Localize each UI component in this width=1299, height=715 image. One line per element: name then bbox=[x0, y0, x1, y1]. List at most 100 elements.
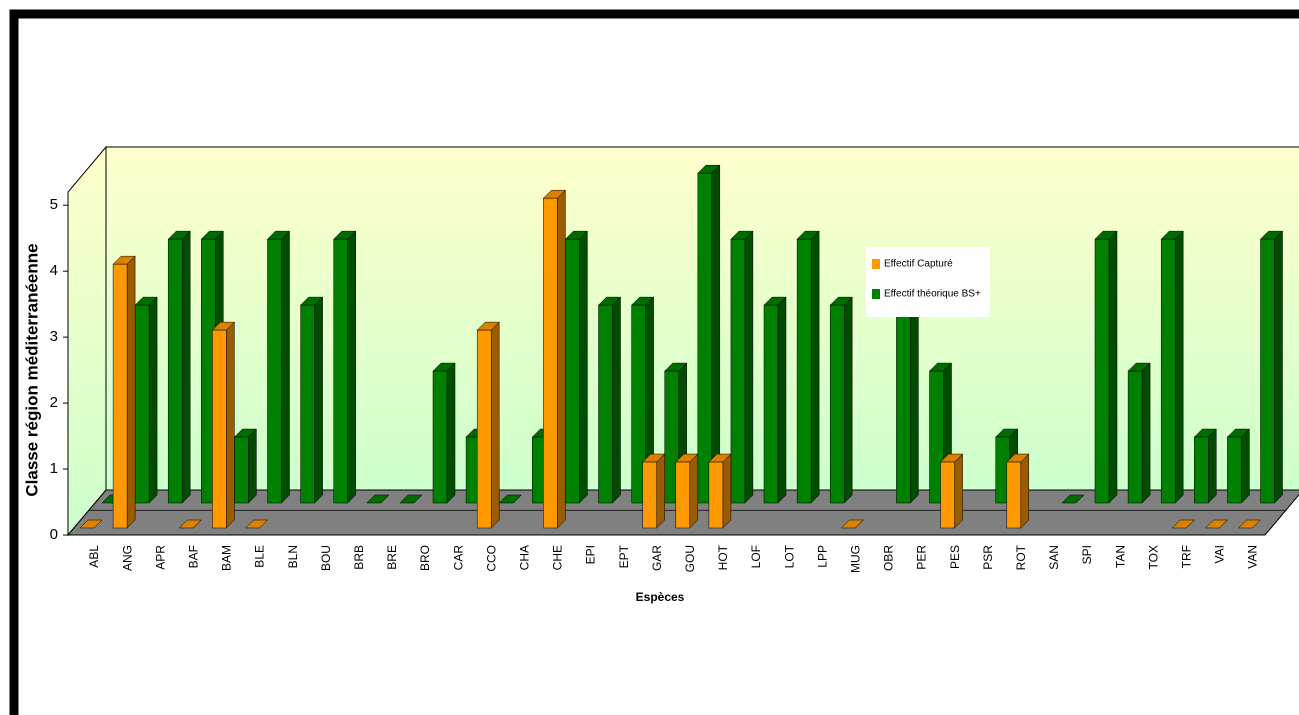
legend-label: Effectif théorique BS+ bbox=[884, 289, 981, 300]
x-tick-label: TRF bbox=[1179, 545, 1193, 568]
bar bbox=[432, 362, 456, 504]
side-wall bbox=[67, 145, 107, 537]
bar bbox=[112, 255, 136, 529]
x-tick-label: BLE bbox=[253, 545, 267, 568]
bar bbox=[1061, 494, 1085, 504]
bar-front bbox=[333, 238, 348, 504]
x-axis-title: Espèces bbox=[636, 590, 685, 604]
bar-side bbox=[248, 428, 257, 504]
x-tick-label: BAM bbox=[220, 545, 234, 571]
y-tick-label: 0 bbox=[50, 526, 58, 543]
bar bbox=[134, 296, 158, 504]
bar bbox=[299, 296, 324, 504]
x-tick-label: EPI bbox=[584, 545, 598, 564]
x-tick-label: APR bbox=[153, 545, 167, 570]
bar-front bbox=[432, 370, 448, 504]
bar-front bbox=[565, 238, 580, 504]
legend-box bbox=[866, 247, 990, 317]
bar bbox=[333, 230, 357, 504]
bar-side bbox=[1274, 230, 1283, 504]
bar-side bbox=[281, 230, 290, 504]
bar bbox=[708, 453, 732, 529]
frame bbox=[9, 9, 1299, 715]
bar bbox=[476, 321, 500, 529]
x-tick-label: BRB bbox=[352, 545, 366, 570]
bar bbox=[211, 321, 236, 529]
bar-top bbox=[366, 494, 390, 504]
x-tick-label: SPI bbox=[1080, 545, 1094, 564]
bar bbox=[796, 230, 820, 504]
bar-top bbox=[840, 519, 864, 529]
bar-top bbox=[1204, 519, 1229, 529]
bar-side bbox=[148, 296, 158, 504]
bar bbox=[697, 164, 721, 504]
bar-top bbox=[79, 519, 103, 529]
bar-front bbox=[1160, 238, 1176, 504]
bar-front bbox=[675, 461, 691, 529]
x-tick-label: PSR bbox=[981, 545, 995, 570]
bar-top bbox=[1237, 519, 1262, 529]
bar bbox=[498, 494, 522, 504]
bar-side bbox=[689, 453, 699, 529]
bar-side bbox=[1108, 230, 1118, 504]
x-tick-label: CAR bbox=[451, 545, 465, 571]
x-tick-label: MUG bbox=[848, 545, 862, 573]
x-tick-label: ABL bbox=[87, 545, 101, 568]
bar-side bbox=[843, 296, 853, 504]
x-tick-label: BOU bbox=[319, 545, 333, 571]
bar bbox=[178, 519, 202, 529]
bar-top bbox=[1061, 494, 1085, 504]
bar-side bbox=[1020, 453, 1030, 529]
bar bbox=[1237, 519, 1262, 529]
bar bbox=[1160, 230, 1184, 504]
bar-front bbox=[476, 329, 492, 529]
bar bbox=[675, 453, 699, 529]
bar bbox=[630, 296, 655, 504]
bar bbox=[1171, 519, 1195, 529]
legend-swatch bbox=[872, 259, 880, 269]
x-tick-label: GOU bbox=[683, 545, 697, 572]
bar bbox=[244, 519, 269, 529]
bar-front bbox=[167, 238, 183, 504]
bar-side bbox=[1241, 428, 1250, 504]
bar-front bbox=[300, 304, 315, 504]
legend-label: Effectif Capturé bbox=[884, 259, 953, 270]
bar bbox=[79, 519, 103, 529]
bar-side bbox=[226, 321, 235, 529]
bar bbox=[1006, 453, 1030, 529]
x-tick-label: CHA bbox=[517, 545, 531, 570]
bar-front bbox=[212, 329, 227, 529]
y-axis-title: Classe région méditerranéenne bbox=[22, 243, 41, 496]
x-tick-label: LOF bbox=[749, 545, 763, 568]
bar bbox=[1204, 519, 1229, 529]
bar-side bbox=[810, 230, 820, 504]
bar bbox=[167, 230, 191, 504]
x-tick-label: BLN bbox=[286, 545, 300, 568]
x-tick-label: PES bbox=[948, 545, 962, 569]
bar-front bbox=[708, 461, 724, 529]
x-tick-label: BAF bbox=[186, 545, 200, 568]
y-tick-label: 3 bbox=[50, 328, 58, 345]
bar-front bbox=[1006, 461, 1022, 529]
bar-front bbox=[631, 304, 646, 504]
bar-top bbox=[244, 519, 269, 529]
x-tick-label: BRO bbox=[418, 545, 432, 571]
bar-side bbox=[910, 296, 919, 504]
bar bbox=[542, 189, 567, 529]
bar-side bbox=[711, 164, 721, 504]
x-tick-label: HOT bbox=[716, 544, 730, 570]
bar-side bbox=[347, 230, 356, 504]
x-tick-label: LOT bbox=[782, 544, 796, 568]
x-tick-label: OBR bbox=[882, 545, 896, 571]
x-tick-label: LPP bbox=[815, 545, 829, 568]
bar-front bbox=[1260, 238, 1275, 504]
bar bbox=[1127, 362, 1151, 504]
y-tick-label: 5 bbox=[50, 196, 58, 213]
y-tick-label: 4 bbox=[50, 262, 58, 279]
bar-side bbox=[954, 453, 963, 529]
bar-front bbox=[267, 238, 282, 504]
x-tick-label: VAN bbox=[1246, 545, 1260, 569]
x-tick-label: ROT bbox=[1014, 544, 1028, 570]
x-tick-label: VAI bbox=[1213, 545, 1227, 563]
bar-side bbox=[656, 453, 665, 529]
